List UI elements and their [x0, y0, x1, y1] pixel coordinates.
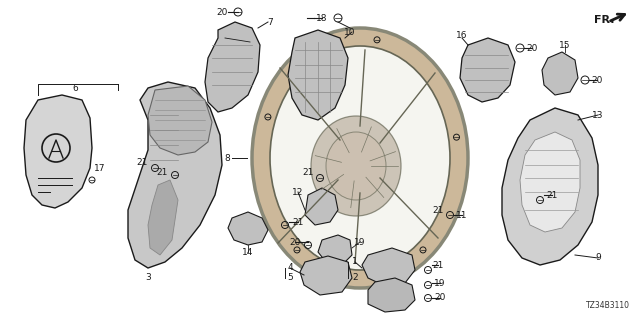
Text: 21: 21 — [302, 167, 314, 177]
Text: 21: 21 — [432, 205, 444, 214]
Text: 10: 10 — [344, 28, 356, 36]
Text: 15: 15 — [559, 41, 571, 50]
Text: 19: 19 — [355, 237, 365, 246]
Polygon shape — [362, 248, 415, 286]
Text: 3: 3 — [145, 274, 151, 283]
Polygon shape — [542, 52, 578, 95]
Ellipse shape — [311, 116, 401, 216]
Polygon shape — [502, 108, 598, 265]
Text: 21: 21 — [292, 218, 304, 227]
Text: TZ34B3110: TZ34B3110 — [586, 301, 630, 310]
Polygon shape — [300, 256, 352, 295]
Polygon shape — [24, 95, 92, 208]
Text: 21: 21 — [547, 190, 557, 199]
Text: 6: 6 — [72, 84, 78, 92]
Polygon shape — [520, 132, 580, 232]
Polygon shape — [305, 188, 338, 225]
Text: 1: 1 — [352, 258, 358, 267]
Ellipse shape — [252, 28, 468, 288]
Text: 21: 21 — [432, 260, 444, 269]
Text: 20: 20 — [591, 76, 603, 84]
Text: 20: 20 — [435, 293, 445, 302]
Text: 20: 20 — [526, 44, 538, 52]
Polygon shape — [128, 82, 222, 268]
Text: 17: 17 — [94, 164, 106, 172]
Ellipse shape — [270, 46, 450, 270]
Polygon shape — [460, 38, 515, 102]
Polygon shape — [205, 22, 260, 112]
Polygon shape — [368, 278, 415, 312]
Text: 7: 7 — [267, 18, 273, 27]
Text: 12: 12 — [292, 188, 304, 196]
Text: 18: 18 — [316, 13, 328, 22]
Text: FR.: FR. — [594, 15, 614, 25]
Polygon shape — [228, 212, 268, 245]
Text: 11: 11 — [456, 211, 468, 220]
Polygon shape — [288, 30, 348, 120]
Text: 20: 20 — [289, 237, 301, 246]
Text: 19: 19 — [435, 278, 445, 287]
Polygon shape — [148, 180, 178, 255]
Text: 4: 4 — [287, 263, 293, 273]
Polygon shape — [318, 235, 352, 265]
Text: 5: 5 — [287, 274, 293, 283]
Text: 16: 16 — [456, 30, 468, 39]
Text: 21: 21 — [136, 157, 148, 166]
Text: 9: 9 — [595, 253, 601, 262]
Text: 20: 20 — [216, 7, 228, 17]
Text: 2: 2 — [352, 274, 358, 283]
Text: 21: 21 — [156, 167, 168, 177]
Text: 14: 14 — [243, 247, 253, 257]
Polygon shape — [148, 86, 212, 155]
Text: 13: 13 — [592, 110, 604, 119]
Text: 8: 8 — [224, 154, 230, 163]
Ellipse shape — [326, 132, 386, 200]
